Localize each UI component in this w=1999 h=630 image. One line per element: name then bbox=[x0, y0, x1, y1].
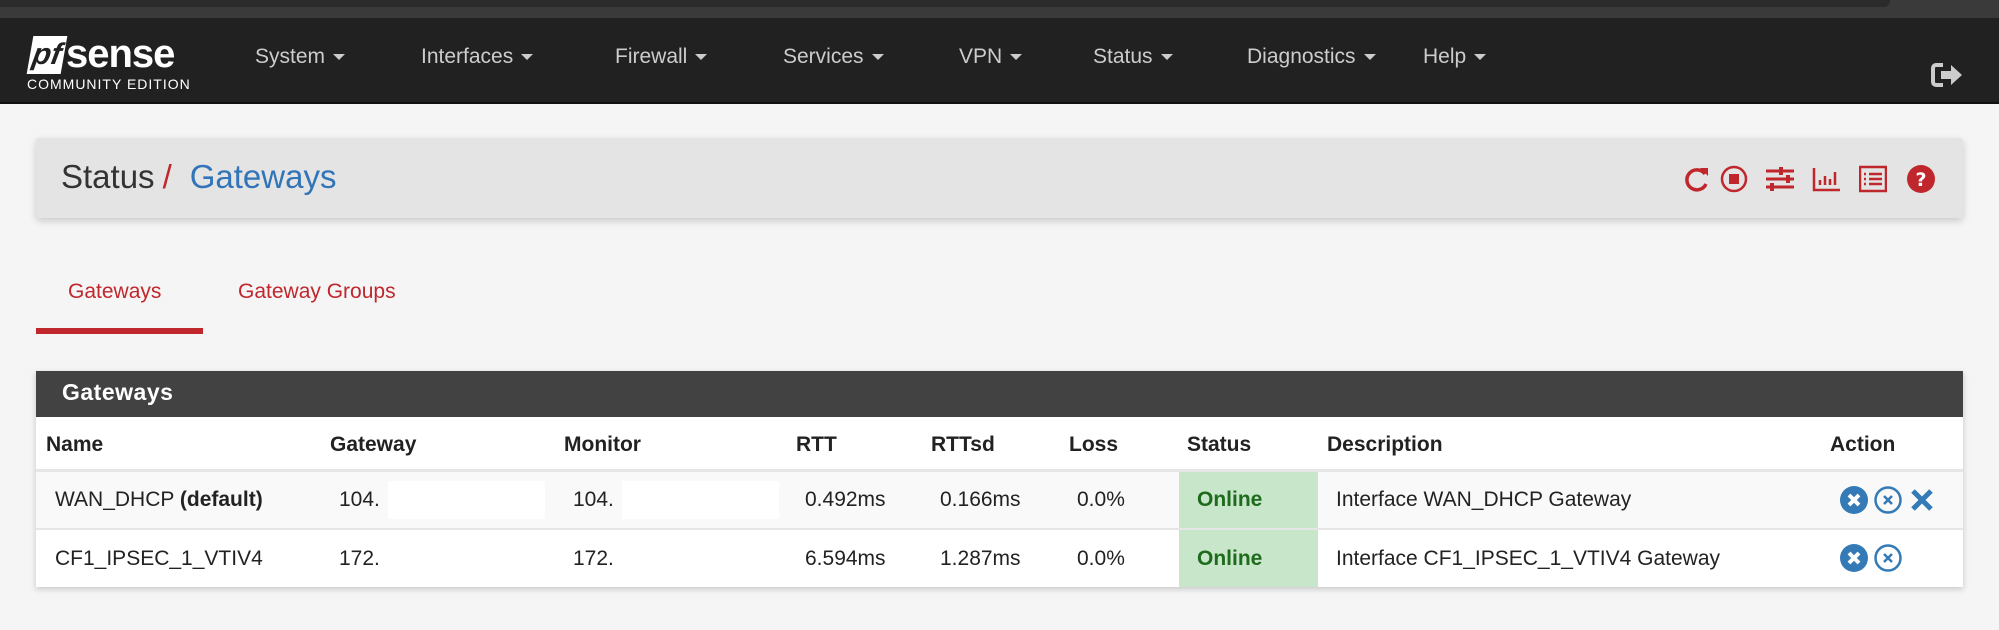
table-row: CF1_IPSEC_1_VTIV4 172. 172. 6.594ms 1.28… bbox=[36, 530, 1963, 587]
list-icon[interactable] bbox=[1859, 165, 1887, 193]
nav-system[interactable]: System bbox=[255, 45, 346, 69]
breadcrumb-current[interactable]: Gateways bbox=[189, 158, 337, 195]
redaction bbox=[388, 481, 545, 519]
caret-down-icon bbox=[871, 54, 884, 61]
status-badge: Online bbox=[1197, 488, 1263, 511]
nav-vpn[interactable]: VPN bbox=[959, 45, 1023, 69]
nav-label: VPN bbox=[959, 45, 1003, 68]
svg-text:?: ? bbox=[1915, 169, 1926, 191]
disable-icon[interactable] bbox=[1874, 486, 1902, 514]
breadcrumb: Status / Gateways bbox=[61, 158, 336, 196]
col-action: Action bbox=[1830, 433, 1896, 456]
nav-services[interactable]: Services bbox=[783, 45, 884, 69]
caret-down-icon bbox=[1160, 54, 1173, 61]
caret-down-icon bbox=[695, 54, 708, 61]
description: Interface CF1_IPSEC_1_VTIV4 Gateway bbox=[1336, 547, 1721, 570]
gateway-ip: 104. bbox=[339, 488, 380, 511]
gateway-name: CF1_IPSEC_1_VTIV4 bbox=[55, 547, 263, 570]
refresh-icon[interactable] bbox=[1683, 165, 1711, 193]
gateway-name: WAN_DHCP (default) bbox=[55, 488, 263, 511]
disable-icon[interactable] bbox=[1874, 544, 1902, 572]
sliders-icon[interactable] bbox=[1766, 165, 1794, 193]
bar-chart-icon[interactable] bbox=[1812, 165, 1840, 193]
loss: 0.0% bbox=[1077, 488, 1125, 511]
browser-strip bbox=[0, 0, 1999, 18]
monitor-ip: 172. bbox=[573, 547, 614, 570]
rttsd: 0.166ms bbox=[940, 488, 1021, 511]
nav-label: Status bbox=[1093, 45, 1153, 68]
rtt: 6.594ms bbox=[805, 547, 886, 570]
delete-icon[interactable] bbox=[1908, 486, 1936, 514]
nav-label: Interfaces bbox=[421, 45, 514, 68]
caret-down-icon bbox=[1474, 54, 1487, 61]
divider bbox=[36, 528, 1963, 530]
nav-firewall[interactable]: Firewall bbox=[615, 45, 708, 69]
gateway-ip: 172. bbox=[339, 547, 380, 570]
table-row: WAN_DHCP (default) 104. 104. 0.492ms 0.1… bbox=[36, 472, 1963, 528]
kill-states-icon[interactable] bbox=[1840, 544, 1868, 572]
col-description: Description bbox=[1327, 433, 1443, 456]
kill-states-icon[interactable] bbox=[1840, 486, 1868, 514]
help-icon[interactable]: ? bbox=[1907, 165, 1935, 193]
nav-label: System bbox=[255, 45, 326, 68]
sign-out-icon[interactable] bbox=[1931, 62, 1963, 88]
nav-label: Help bbox=[1423, 45, 1467, 68]
monitor-ip: 104. bbox=[573, 488, 614, 511]
nav-label: Firewall bbox=[615, 45, 688, 68]
description: Interface WAN_DHCP Gateway bbox=[1336, 488, 1632, 511]
tab-gateways[interactable]: Gateways bbox=[68, 280, 162, 303]
nav-status[interactable]: Status bbox=[1093, 45, 1173, 69]
col-status: Status bbox=[1187, 433, 1252, 456]
col-monitor: Monitor bbox=[564, 433, 641, 456]
nav-label: Diagnostics bbox=[1247, 45, 1356, 68]
breadcrumb-separator: / bbox=[162, 158, 172, 195]
active-tab-indicator bbox=[36, 328, 203, 334]
caret-down-icon bbox=[1363, 54, 1376, 61]
col-rtt: RTT bbox=[796, 433, 837, 456]
loss: 0.0% bbox=[1077, 547, 1125, 570]
caret-down-icon bbox=[521, 54, 534, 61]
nav-help[interactable]: Help bbox=[1423, 45, 1487, 69]
caret-down-icon bbox=[1010, 54, 1023, 61]
breadcrumb-bar: Status / Gateways ? bbox=[36, 138, 1963, 218]
pfsense-logo[interactable]: pf sense COMMUNITY EDITION bbox=[26, 32, 191, 92]
nav-label: Services bbox=[783, 45, 864, 68]
logo-edition: COMMUNITY EDITION bbox=[27, 76, 191, 92]
breadcrumb-parent[interactable]: Status bbox=[61, 158, 155, 195]
navbar: pf sense COMMUNITY EDITION System Interfa… bbox=[0, 18, 1999, 104]
gateways-panel: Gateways Name Gateway Monitor RTT RTTsd … bbox=[36, 371, 1963, 587]
stop-circle-icon[interactable] bbox=[1720, 165, 1748, 193]
status-cell bbox=[1179, 530, 1318, 587]
rtt: 0.492ms bbox=[805, 488, 886, 511]
status-badge: Online bbox=[1197, 547, 1263, 570]
redaction bbox=[622, 481, 779, 519]
col-loss: Loss bbox=[1069, 433, 1119, 456]
tab-gateway-groups[interactable]: Gateway Groups bbox=[238, 280, 396, 303]
divider bbox=[36, 469, 1963, 472]
status-cell bbox=[1179, 472, 1318, 528]
col-rttsd: RTTsd bbox=[931, 433, 995, 456]
nav-diagnostics[interactable]: Diagnostics bbox=[1247, 45, 1376, 69]
nav-interfaces[interactable]: Interfaces bbox=[421, 45, 534, 69]
rttsd: 1.287ms bbox=[940, 547, 1021, 570]
col-name: Name bbox=[46, 433, 104, 456]
caret-down-icon bbox=[333, 54, 346, 61]
col-gateway: Gateway bbox=[330, 433, 417, 456]
panel-title: Gateways bbox=[36, 371, 1963, 417]
